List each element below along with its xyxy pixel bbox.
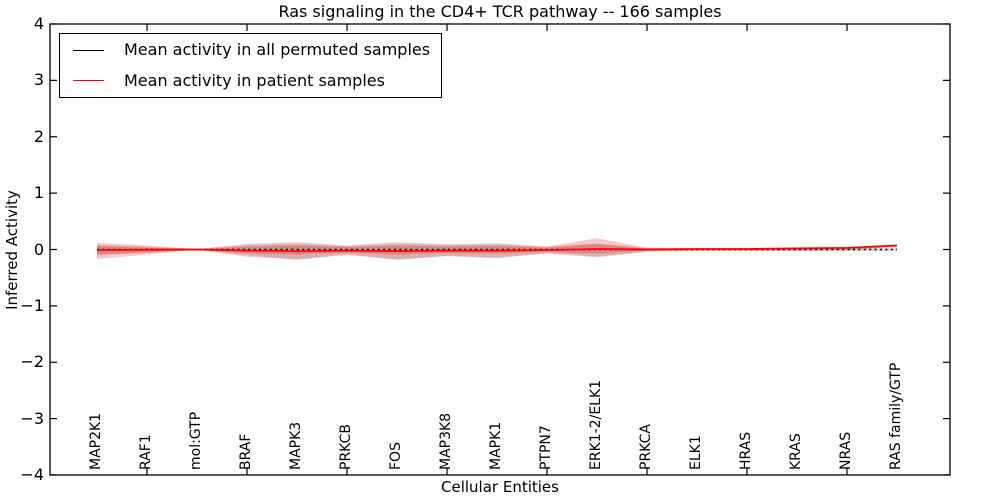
x-category-label: ELK1 <box>688 435 704 470</box>
x-category-label: RAS family/GTP <box>888 362 904 470</box>
x-category-label: RAF1 <box>138 434 154 470</box>
permuted-line-swatch <box>73 49 104 51</box>
x-category-label: FOS <box>388 442 404 470</box>
x-category-label: NRAS <box>838 431 854 470</box>
y-tick-label: −3 <box>20 408 44 428</box>
legend-label-patient: Mean activity in patient samples <box>124 70 385 90</box>
y-tick-label: −2 <box>20 352 44 372</box>
y-tick-label: 1 <box>33 183 44 203</box>
x-category-label: MAPK3 <box>288 421 304 470</box>
legend-item-permuted: Mean activity in all permuted samples <box>73 36 441 64</box>
x-category-label: PRKCA <box>638 424 654 470</box>
y-tick-label: −1 <box>20 295 44 315</box>
y-tick-label: 3 <box>33 70 44 90</box>
chart-title: Ras signaling in the CD4+ TCR pathway --… <box>278 2 722 21</box>
x-category-label: PRKCB <box>338 424 354 470</box>
x-axis-label: Cellular Entities <box>441 478 559 496</box>
legend-label-permuted: Mean activity in all permuted samples <box>124 40 431 60</box>
x-category-label: mol:GTP <box>188 411 204 470</box>
y-tick-label: −4 <box>20 465 44 484</box>
x-category-label: MAP2K1 <box>88 412 104 470</box>
x-category-label: BRAF <box>238 433 254 470</box>
x-category-label: HRAS <box>738 431 754 470</box>
patient-mean-line <box>96 244 898 253</box>
patient-line-swatch <box>73 80 104 82</box>
y-tick-label: 2 <box>33 126 44 146</box>
x-category-label: MAP3K8 <box>438 412 454 470</box>
x-category-label: PTPN7 <box>538 425 554 470</box>
y-tick-label: 0 <box>33 239 44 259</box>
x-category-label: KRAS <box>788 433 804 470</box>
legend-item-patient: Mean activity in patient samples <box>73 67 441 95</box>
permuted-std-band <box>97 243 897 261</box>
x-category-label: MAPK1 <box>488 421 504 470</box>
legend: Mean activity in all permuted samples Me… <box>59 33 442 98</box>
axes-frame <box>49 23 951 476</box>
x-category-label: ERK1-2/ELK1 <box>588 379 604 470</box>
y-tick-label: 4 <box>33 14 44 33</box>
patient-std-band-outer <box>97 238 897 260</box>
